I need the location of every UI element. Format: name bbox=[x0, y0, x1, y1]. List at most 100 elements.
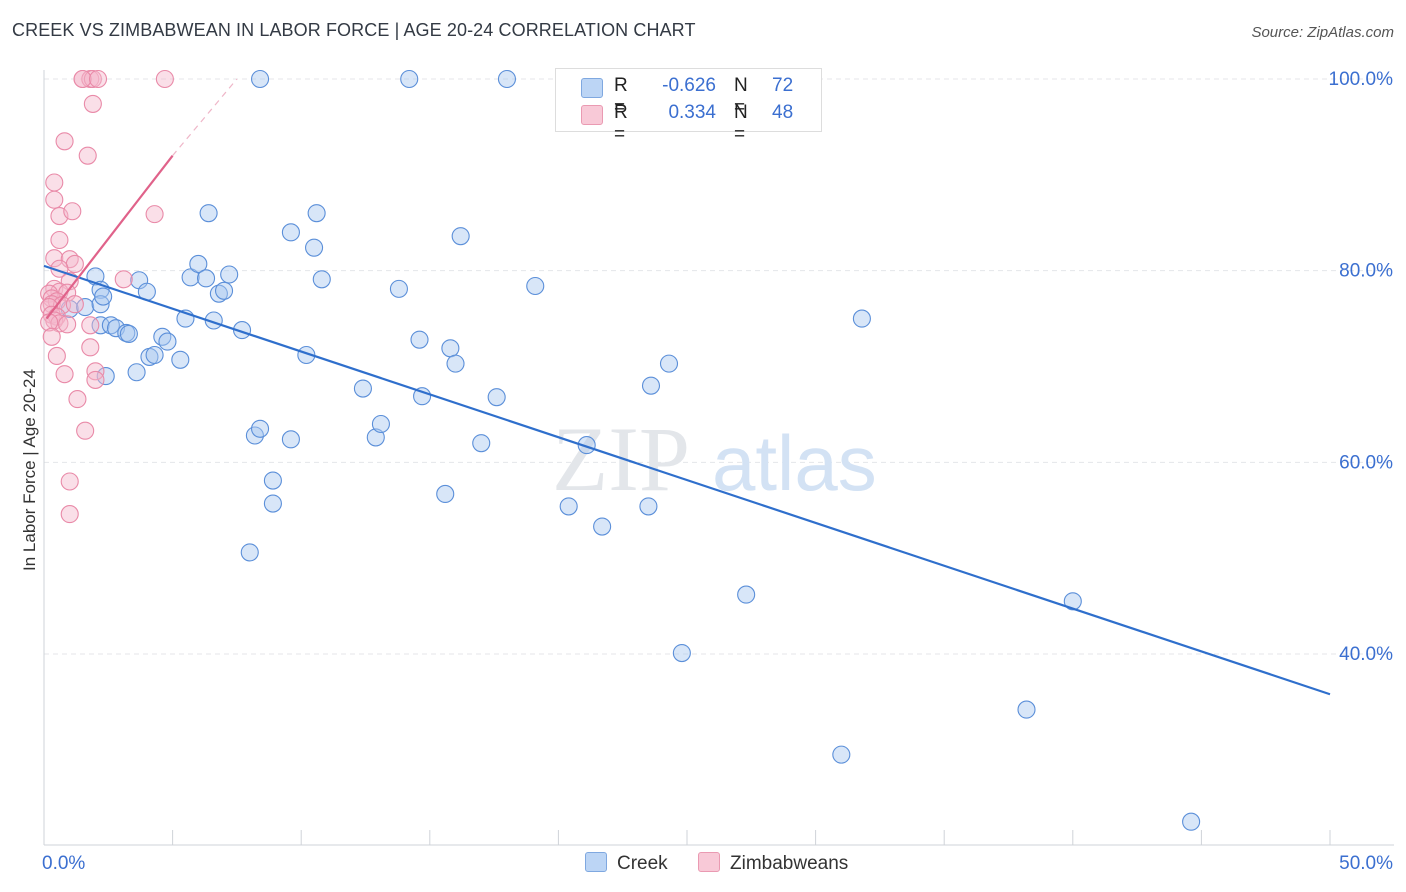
point-creek bbox=[659, 354, 679, 373]
point-creek bbox=[737, 585, 756, 604]
point-zimbabweans bbox=[78, 146, 97, 165]
point-creek bbox=[263, 471, 282, 490]
point-zimbabweans bbox=[81, 316, 100, 335]
trend-line-creek bbox=[43, 264, 1331, 696]
legend-n-value: 48 bbox=[772, 102, 794, 123]
point-creek bbox=[832, 745, 851, 764]
point-zimbabweans bbox=[45, 190, 64, 209]
point-creek bbox=[593, 517, 612, 536]
point-creek bbox=[153, 327, 172, 346]
point-creek bbox=[94, 287, 113, 306]
bottom-legend-creek: Creek bbox=[585, 852, 668, 875]
point-creek bbox=[214, 281, 234, 300]
bottom-legend-label-zimbabweans: Zimbabweans bbox=[730, 853, 849, 874]
point-creek bbox=[1017, 700, 1036, 719]
point-zimbabweans bbox=[76, 421, 95, 440]
point-creek bbox=[353, 379, 372, 398]
legend-r-label: R = bbox=[614, 102, 628, 145]
point-zimbabweans bbox=[81, 338, 100, 357]
trend-line-zimbabweans-extension bbox=[172, 78, 238, 157]
point-creek bbox=[852, 309, 871, 328]
point-zimbabweans bbox=[155, 69, 174, 89]
y-axis-label: In Labor Force | Age 20-24 bbox=[20, 369, 39, 571]
point-creek bbox=[472, 434, 491, 453]
bottom-legend-label-creek: Creek bbox=[617, 853, 668, 874]
point-creek bbox=[639, 497, 658, 516]
point-creek bbox=[76, 298, 95, 317]
x-tick-label: 50.0% bbox=[1339, 853, 1393, 874]
point-zimbabweans bbox=[55, 132, 74, 151]
y-tick-label: 100.0% bbox=[1329, 69, 1394, 90]
point-zimbabweans bbox=[65, 295, 84, 314]
source-credit: Source: ZipAtlas.com bbox=[1251, 24, 1394, 41]
point-creek bbox=[127, 363, 146, 382]
bottom-legend-zimbabweans: Zimbabweans bbox=[698, 852, 848, 875]
axes bbox=[43, 70, 1394, 846]
point-creek bbox=[199, 204, 218, 223]
point-creek bbox=[250, 419, 270, 438]
bottom-legend-swatch-zimbabweans bbox=[698, 852, 720, 872]
point-creek bbox=[436, 484, 455, 504]
point-zimbabweans bbox=[83, 94, 102, 113]
point-zimbabweans bbox=[83, 69, 102, 89]
bottom-legend-swatch-creek bbox=[585, 852, 607, 872]
point-zimbabweans bbox=[45, 173, 64, 192]
point-creek bbox=[263, 494, 282, 513]
point-creek bbox=[371, 414, 390, 434]
point-creek bbox=[526, 276, 545, 296]
point-creek bbox=[413, 387, 432, 406]
point-zimbabweans bbox=[47, 346, 66, 366]
point-creek bbox=[487, 388, 506, 407]
chart-title: CREEK VS ZIMBABWEAN IN LABOR FORCE | AGE… bbox=[12, 20, 696, 40]
point-creek bbox=[305, 238, 324, 257]
point-creek bbox=[91, 316, 110, 335]
watermark: ZIP atlas bbox=[552, 408, 877, 510]
point-zimbabweans bbox=[45, 249, 64, 268]
point-creek bbox=[446, 354, 465, 373]
y-tick-label: 80.0% bbox=[1339, 261, 1393, 282]
point-creek bbox=[181, 268, 200, 287]
point-creek bbox=[158, 332, 177, 351]
point-zimbabweans bbox=[55, 365, 74, 384]
legend-n-value: 72 bbox=[772, 75, 794, 96]
point-creek bbox=[281, 430, 300, 449]
point-creek bbox=[389, 279, 408, 298]
legend-r-value: 0.334 bbox=[668, 102, 716, 123]
point-creek bbox=[410, 330, 429, 349]
point-creek bbox=[209, 284, 228, 303]
point-creek bbox=[189, 254, 208, 274]
y-tick-label: 40.0% bbox=[1339, 644, 1393, 665]
point-zimbabweans bbox=[73, 69, 92, 89]
legend: R = -0.626 N = 72 R = 0.334 N = 48 bbox=[555, 68, 822, 145]
point-creek bbox=[366, 428, 385, 447]
point-creek bbox=[641, 376, 661, 395]
point-creek bbox=[312, 270, 331, 289]
point-zimbabweans bbox=[63, 202, 82, 221]
point-creek bbox=[400, 69, 419, 89]
point-creek bbox=[559, 497, 578, 516]
point-zimbabweans bbox=[40, 284, 59, 303]
point-creek bbox=[307, 204, 326, 223]
point-creek bbox=[1182, 812, 1201, 831]
point-creek bbox=[171, 350, 190, 369]
point-creek bbox=[281, 223, 300, 242]
x-tick-label: 0.0% bbox=[42, 853, 85, 874]
point-zimbabweans bbox=[58, 315, 77, 334]
point-creek bbox=[196, 269, 216, 288]
y-tick-label: 60.0% bbox=[1339, 452, 1393, 473]
point-creek bbox=[497, 69, 517, 89]
tick-labels: 100.0% 80.0% 60.0% 40.0% 0.0% 50.0% bbox=[42, 69, 1393, 874]
point-creek bbox=[672, 643, 691, 663]
point-zimbabweans bbox=[68, 390, 87, 409]
legend-n-label: N = bbox=[734, 102, 748, 145]
watermark-atlas: atlas bbox=[712, 419, 877, 507]
series-creek bbox=[60, 69, 1201, 831]
point-zimbabweans bbox=[88, 69, 108, 89]
point-zimbabweans bbox=[42, 327, 61, 346]
trend-line-zimbabweans bbox=[45, 154, 174, 320]
point-creek bbox=[451, 227, 470, 246]
point-zimbabweans bbox=[60, 472, 79, 491]
point-creek bbox=[240, 543, 259, 562]
series-zimbabweans bbox=[40, 69, 174, 524]
